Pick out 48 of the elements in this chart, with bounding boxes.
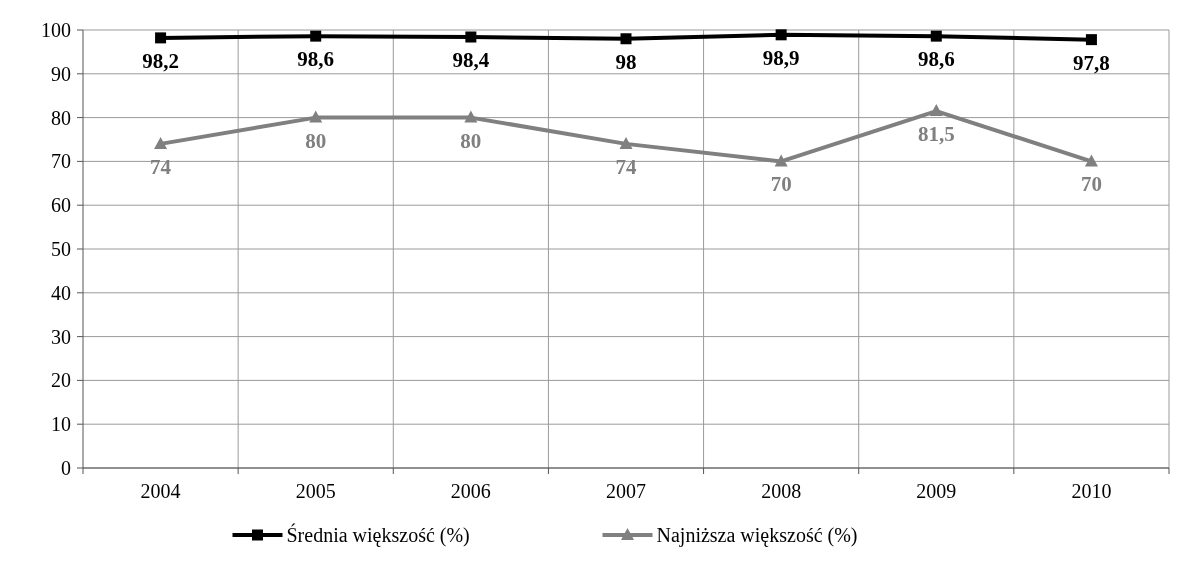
data-label: 98,6 (917, 47, 955, 72)
x-tick-label: 2010 (1071, 480, 1112, 502)
data-label: 80 (305, 128, 327, 153)
y-tick-label: 0 (61, 457, 71, 479)
point (620, 33, 632, 45)
x-tick-label: 2009 (916, 480, 957, 502)
data-label: 70 (770, 172, 792, 197)
y-tick-label: 30 (51, 325, 71, 348)
data-label: 74 (150, 154, 172, 179)
point (464, 110, 478, 123)
point (1084, 154, 1098, 167)
y-tick-label: 50 (51, 238, 71, 260)
y-tick-label: 40 (51, 281, 71, 304)
y-tick-label: 10 (51, 413, 71, 436)
x-tick-label: 2004 (140, 480, 181, 502)
legend-label: Najniższa większość (%) (656, 524, 858, 547)
point (929, 104, 943, 117)
data-label: 98,6 (297, 47, 335, 72)
y-tick-label: 60 (51, 194, 71, 217)
point (154, 136, 168, 149)
data-label: 98,2 (142, 48, 179, 73)
point (774, 154, 788, 167)
data-label: 98,9 (762, 45, 800, 70)
point (310, 30, 322, 42)
point (309, 110, 323, 123)
y-tick-label: 90 (51, 62, 71, 85)
data-label: 74 (615, 154, 637, 179)
point (619, 136, 633, 149)
y-tick-label: 80 (51, 106, 71, 129)
point (155, 32, 167, 44)
data-label: 80 (460, 128, 482, 153)
data-label: 81,5 (917, 122, 955, 147)
data-label: 70 (1080, 172, 1102, 197)
data-label: 98,4 (452, 48, 490, 73)
data-label: 97,8 (1073, 50, 1110, 75)
point (775, 29, 787, 41)
x-tick-label: 2007 (606, 480, 646, 502)
y-tick-label: 100 (41, 19, 71, 41)
y-tick-label: 20 (51, 369, 71, 392)
point (465, 31, 477, 43)
legend-label: Średnia większość (%) (286, 523, 470, 547)
x-tick-label: 2005 (295, 480, 336, 502)
x-tick-label: 2006 (450, 480, 491, 502)
point (930, 30, 942, 42)
y-tick-label: 70 (51, 150, 71, 173)
point (1085, 34, 1097, 46)
x-tick-label: 2008 (761, 480, 802, 502)
data-label: 98 (615, 49, 637, 74)
